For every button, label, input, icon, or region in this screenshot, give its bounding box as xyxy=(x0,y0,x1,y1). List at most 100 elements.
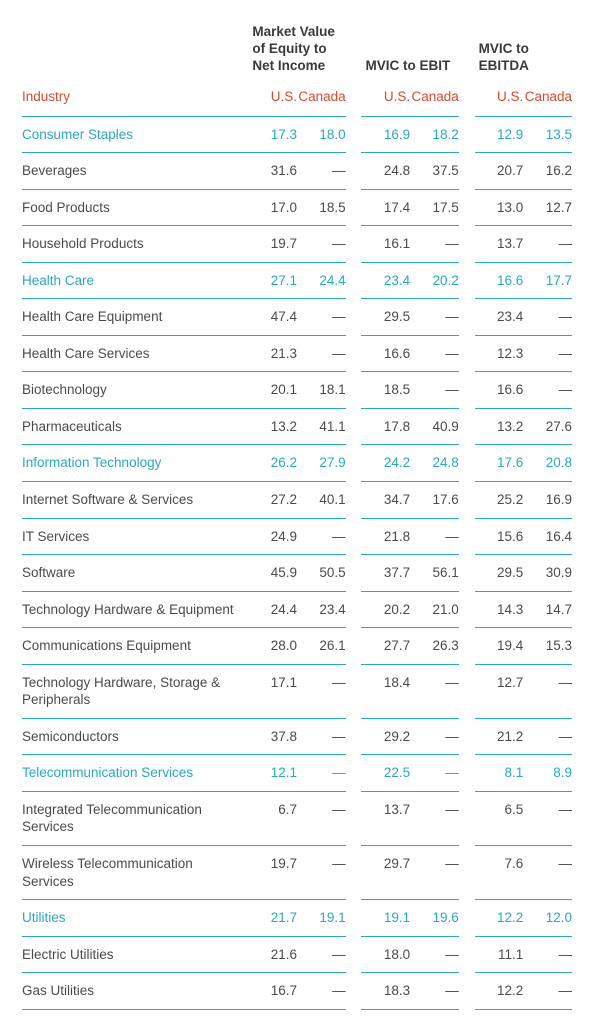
table-row: Technology Hardware, Storage & Periphera… xyxy=(22,664,572,718)
table-row: Food Products17.018.517.417.513.012.7 xyxy=(22,189,572,226)
cell-value: — xyxy=(297,973,346,1010)
industry-label: Beverages xyxy=(22,153,248,190)
industry-label: Pharmaceuticals xyxy=(22,408,248,445)
cell-value: — xyxy=(410,372,459,409)
cell-value: — xyxy=(297,791,346,845)
cell-value: 27.9 xyxy=(297,445,346,482)
industry-header: Industry xyxy=(22,83,248,116)
cell-value: 29.5 xyxy=(475,555,524,592)
cell-value: 20.2 xyxy=(410,262,459,299)
cell-value: — xyxy=(410,226,459,263)
table-row: Biotechnology20.118.118.5—16.6— xyxy=(22,372,572,409)
cell-value: — xyxy=(410,791,459,845)
cell-value: 19.7 xyxy=(248,226,297,263)
industry-label: Wireless Telecommunication Services xyxy=(22,845,248,899)
cell-value: 6.7 xyxy=(248,791,297,845)
cell-value: — xyxy=(297,936,346,973)
table-row: Semiconductors37.8—29.2—21.2— xyxy=(22,718,572,755)
industry-label: Biotechnology xyxy=(22,372,248,409)
cell-value: 19.7 xyxy=(248,845,297,899)
cell-value: 24.9 xyxy=(248,518,297,555)
cell-value: 40.9 xyxy=(410,408,459,445)
cell-value: 17.6 xyxy=(475,445,524,482)
cell-value: 21.0 xyxy=(410,591,459,628)
cell-value: 17.1 xyxy=(248,664,297,718)
cell-value: 23.4 xyxy=(361,262,410,299)
cell-value: 13.7 xyxy=(361,791,410,845)
cell-value: — xyxy=(523,299,572,336)
cell-value: 7.6 xyxy=(475,845,524,899)
cell-value: — xyxy=(523,845,572,899)
cell-value: 31.6 xyxy=(248,153,297,190)
sub-header-canada: Canada xyxy=(523,83,572,116)
cell-value: 13.7 xyxy=(475,226,524,263)
cell-value: 24.4 xyxy=(297,262,346,299)
industry-label: Gas Utilities xyxy=(22,973,248,1010)
cell-value: 21.3 xyxy=(248,335,297,372)
cell-value: 19.6 xyxy=(410,900,459,937)
cell-value: 17.0 xyxy=(248,189,297,226)
cell-value: — xyxy=(410,755,459,792)
cell-value: 21.6 xyxy=(248,936,297,973)
cell-value: 25.2 xyxy=(475,481,524,518)
table-row: Integrated Telecommunication Services6.7… xyxy=(22,791,572,845)
cell-value: 21.2 xyxy=(475,718,524,755)
cell-value: 26.3 xyxy=(410,628,459,665)
sub-header-canada: Canada xyxy=(410,83,459,116)
cell-value: 19.1 xyxy=(297,900,346,937)
cell-value: 47.4 xyxy=(248,299,297,336)
cell-value: 34.7 xyxy=(361,481,410,518)
cell-value: 18.2 xyxy=(410,116,459,153)
cell-value: — xyxy=(410,518,459,555)
cell-value: — xyxy=(523,936,572,973)
cell-value: 17.3 xyxy=(248,116,297,153)
industry-label: Technology Hardware, Storage & Periphera… xyxy=(22,664,248,718)
cell-value: — xyxy=(410,664,459,718)
cell-value: 16.6 xyxy=(475,262,524,299)
industry-label: Utilities xyxy=(22,900,248,937)
cell-value: 26.1 xyxy=(297,628,346,665)
industry-label: Communications Equipment xyxy=(22,628,248,665)
sub-header-us: U.S. xyxy=(475,83,524,116)
table-row: Beverages31.6—24.837.520.716.2 xyxy=(22,153,572,190)
cell-value: 29.2 xyxy=(361,718,410,755)
cell-value: — xyxy=(410,845,459,899)
cell-value: 13.5 xyxy=(523,116,572,153)
table-row: Consumer Staples17.318.016.918.212.913.5 xyxy=(22,116,572,153)
industry-label: Technology Hardware & Equipment xyxy=(22,591,248,628)
cell-value: 6.5 xyxy=(475,791,524,845)
cell-value: — xyxy=(297,755,346,792)
cell-value: 24.2 xyxy=(361,445,410,482)
table-row: Software45.950.537.756.129.530.9 xyxy=(22,555,572,592)
cell-value: — xyxy=(410,335,459,372)
cell-value: — xyxy=(523,226,572,263)
cell-value: — xyxy=(297,718,346,755)
cell-value: — xyxy=(523,973,572,1010)
cell-value: 37.5 xyxy=(410,153,459,190)
cell-value: 16.1 xyxy=(361,226,410,263)
cell-value: 23.4 xyxy=(475,299,524,336)
table-row: Health Care Services21.3—16.6—12.3— xyxy=(22,335,572,372)
cell-value: 27.6 xyxy=(523,408,572,445)
table-row: Information Technology26.227.924.224.817… xyxy=(22,445,572,482)
cell-value: 12.0 xyxy=(523,900,572,937)
cell-value: 8.9 xyxy=(523,755,572,792)
cell-value: 27.1 xyxy=(248,262,297,299)
cell-value: 45.9 xyxy=(248,555,297,592)
cell-value: — xyxy=(297,153,346,190)
cell-value: 13.0 xyxy=(475,189,524,226)
cell-value: — xyxy=(523,791,572,845)
cell-value: 24.4 xyxy=(248,591,297,628)
table-row: Gas Utilities16.7—18.3—12.2— xyxy=(22,973,572,1010)
cell-value: 17.8 xyxy=(361,408,410,445)
sub-header-canada: Canada xyxy=(297,83,346,116)
cell-value: 17.6 xyxy=(410,481,459,518)
industry-label: Household Products xyxy=(22,226,248,263)
cell-value: 20.8 xyxy=(523,445,572,482)
table-row: IT Services24.9—21.8—15.616.4 xyxy=(22,518,572,555)
cell-value: — xyxy=(523,335,572,372)
cell-value: 18.4 xyxy=(361,664,410,718)
cell-value: 29.7 xyxy=(361,845,410,899)
cell-value: 16.4 xyxy=(523,518,572,555)
industry-label: Electric Utilities xyxy=(22,936,248,973)
